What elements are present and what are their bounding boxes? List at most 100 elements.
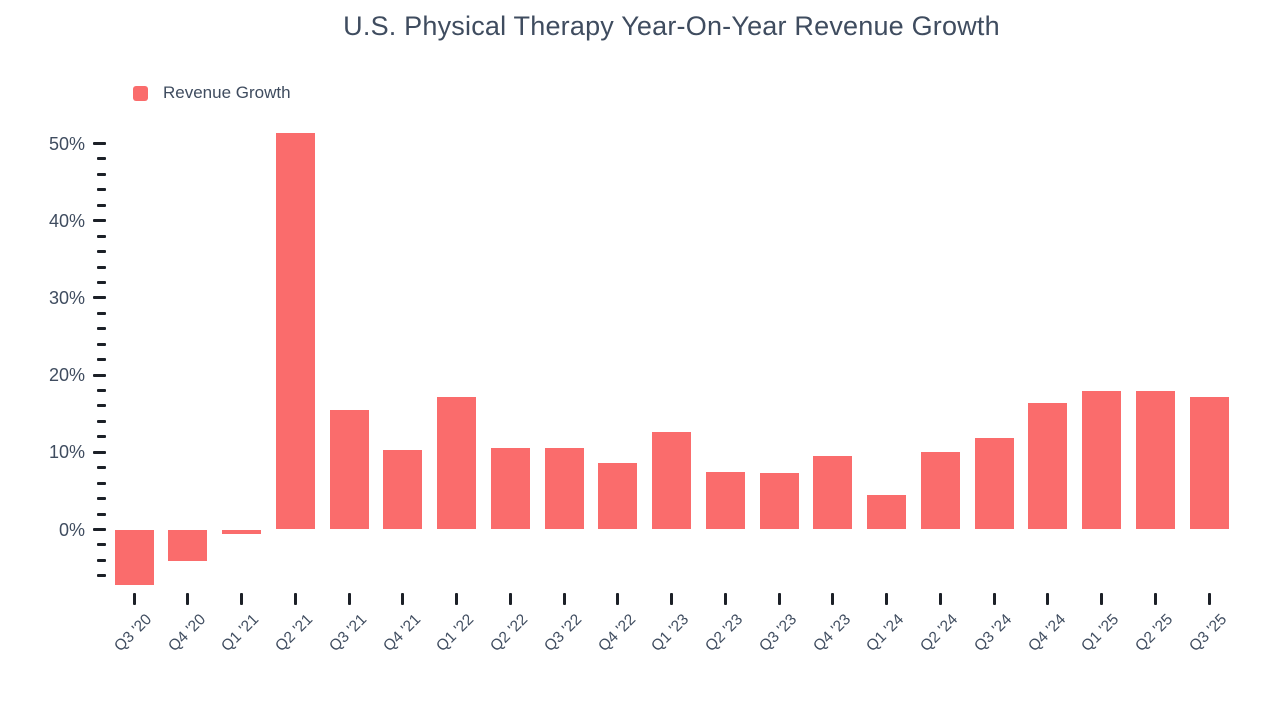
y-axis-minor-tick [97,234,106,238]
y-axis-minor-tick [97,543,106,547]
x-axis-tick-label: Q3 '24 [971,611,1016,655]
chart-title: U.S. Physical Therapy Year-On-Year Reven… [343,11,1000,41]
y-axis-minor-tick [97,203,106,207]
y-axis-major-tick [93,142,106,145]
x-axis-tick [1046,593,1050,605]
x-axis-tick-label: Q3 '20 [111,611,156,655]
x-axis-tick [186,593,190,605]
y-axis-minor-tick [97,389,106,393]
x-axis-tick [992,593,996,605]
x-axis-tick [347,593,351,605]
bar [705,472,745,530]
x-axis-tick [723,593,727,605]
x-axis-tick-label: Q3 '25 [1186,611,1231,655]
x-axis-tick [240,593,244,605]
y-axis-major-tick [93,373,106,377]
x-axis-tick-label: Q4 '23 [809,611,854,655]
y-axis-minor-tick [97,280,106,284]
y-axis-minor-tick [97,497,106,501]
y-axis-minor-tick [97,157,106,161]
bar [920,451,960,530]
x-axis-tick-label: Q2 '21 [272,611,317,655]
x-axis-tick [885,593,889,605]
x-axis-tick [508,593,512,605]
y-axis-minor-tick [97,172,106,176]
bar [1189,396,1229,530]
legend-label: Revenue Growth [163,83,291,102]
x-axis-tick-label: Q4 '21 [379,611,424,655]
bar [598,463,638,530]
y-axis-tick-label: 0% [58,519,85,540]
y-axis-minor-tick [97,574,106,578]
x-axis-tick [401,593,405,605]
y-axis-tick-label: 50% [48,133,85,154]
bar [867,494,907,530]
y-axis-minor-tick [97,342,106,346]
y-axis-minor-tick [97,327,106,331]
bar [759,473,799,530]
y-axis-tick-label: 20% [48,365,85,386]
bar [1082,390,1122,530]
x-axis-tick [831,593,835,605]
x-axis-tick [616,593,620,605]
y-axis-major-tick [93,450,106,454]
legend-swatch-icon [133,85,148,101]
x-axis-tick-label: Q1 '21 [218,611,263,655]
bar [437,397,477,530]
x-axis-tick-label: Q2 '22 [487,611,532,655]
bar [275,132,315,530]
y-axis-tick-label: 10% [48,442,85,463]
x-axis-tick-label: Q2 '23 [702,611,747,655]
x-axis-tick-label: Q2 '25 [1132,611,1177,655]
y-axis-minor-tick [97,358,106,362]
bar [652,432,692,530]
bar [490,447,530,530]
x-axis-tick [670,593,674,605]
bar [1028,402,1068,530]
x-axis-tick [1100,593,1104,605]
x-axis-tick-label: Q4 '20 [164,611,209,655]
bar [544,447,584,530]
y-axis-minor-tick [97,265,106,269]
x-axis-tick-label: Q1 '23 [648,611,693,655]
y-axis-minor-tick [97,404,106,408]
y-axis-minor-tick [97,419,106,423]
x-axis-tick-label: Q3 '21 [326,611,371,655]
y-axis-minor-tick [97,435,106,439]
x-axis-tick-label: Q4 '22 [594,611,639,655]
y-axis-minor-tick [97,466,106,470]
y-axis-tick-label: 40% [48,210,85,231]
y-axis-major-tick [93,296,106,300]
bar [168,529,208,562]
y-axis-minor-tick [97,250,106,254]
x-axis-tick [1153,593,1157,605]
x-axis-tick-label: Q3 '22 [541,611,586,655]
x-axis-tick-label: Q4 '24 [1024,611,1069,655]
y-axis-minor-tick [97,311,106,315]
bar [1135,390,1175,530]
y-axis-major-tick [93,219,106,223]
x-axis-tick [132,593,136,605]
bar [114,529,154,586]
y-axis-minor-tick [97,481,106,485]
legend: Revenue Growth [133,83,291,103]
y-axis-minor-tick [97,558,106,562]
x-axis-tick [777,593,781,605]
bar [329,409,369,530]
x-axis-tick-label: Q1 '25 [1078,611,1123,655]
x-axis-tick [938,593,942,605]
x-axis-tick [455,593,459,605]
y-axis-minor-tick [97,188,106,192]
y-axis-tick-label: 30% [48,287,85,308]
y-axis-major-tick [93,528,106,531]
bar [813,456,853,530]
bar [383,449,423,530]
x-axis-tick [562,593,566,605]
x-axis-tick [1207,593,1211,605]
x-axis-tick-label: Q1 '24 [863,611,908,655]
x-axis-tick-label: Q2 '24 [917,611,962,655]
bar [222,529,262,535]
x-axis-tick-label: Q1 '22 [433,611,478,655]
